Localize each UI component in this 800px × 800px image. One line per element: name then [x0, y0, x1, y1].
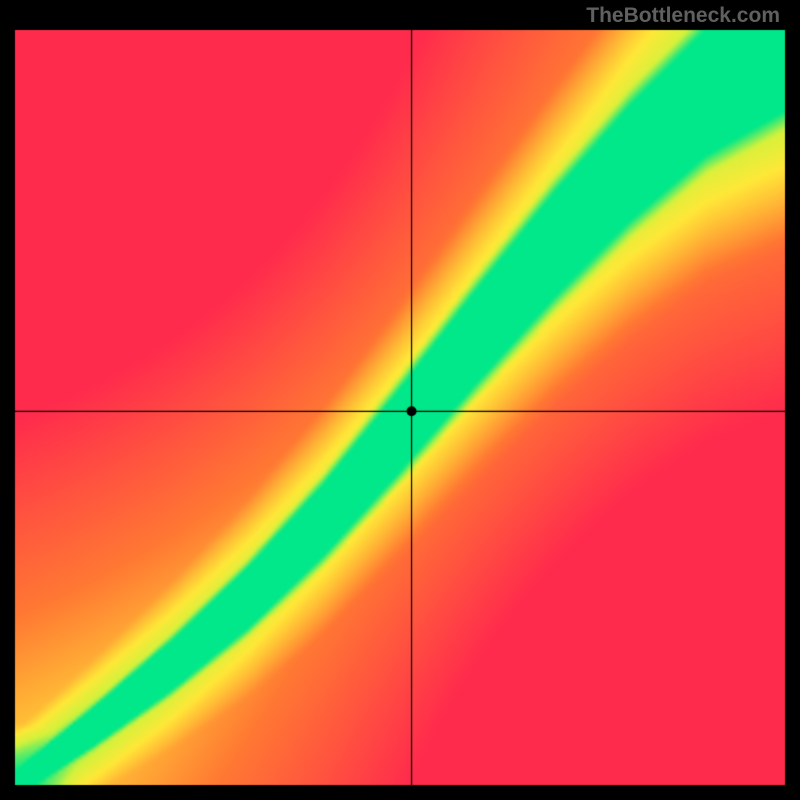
bottleneck-heatmap [0, 0, 800, 800]
watermark-text: TheBottleneck.com [586, 4, 780, 28]
